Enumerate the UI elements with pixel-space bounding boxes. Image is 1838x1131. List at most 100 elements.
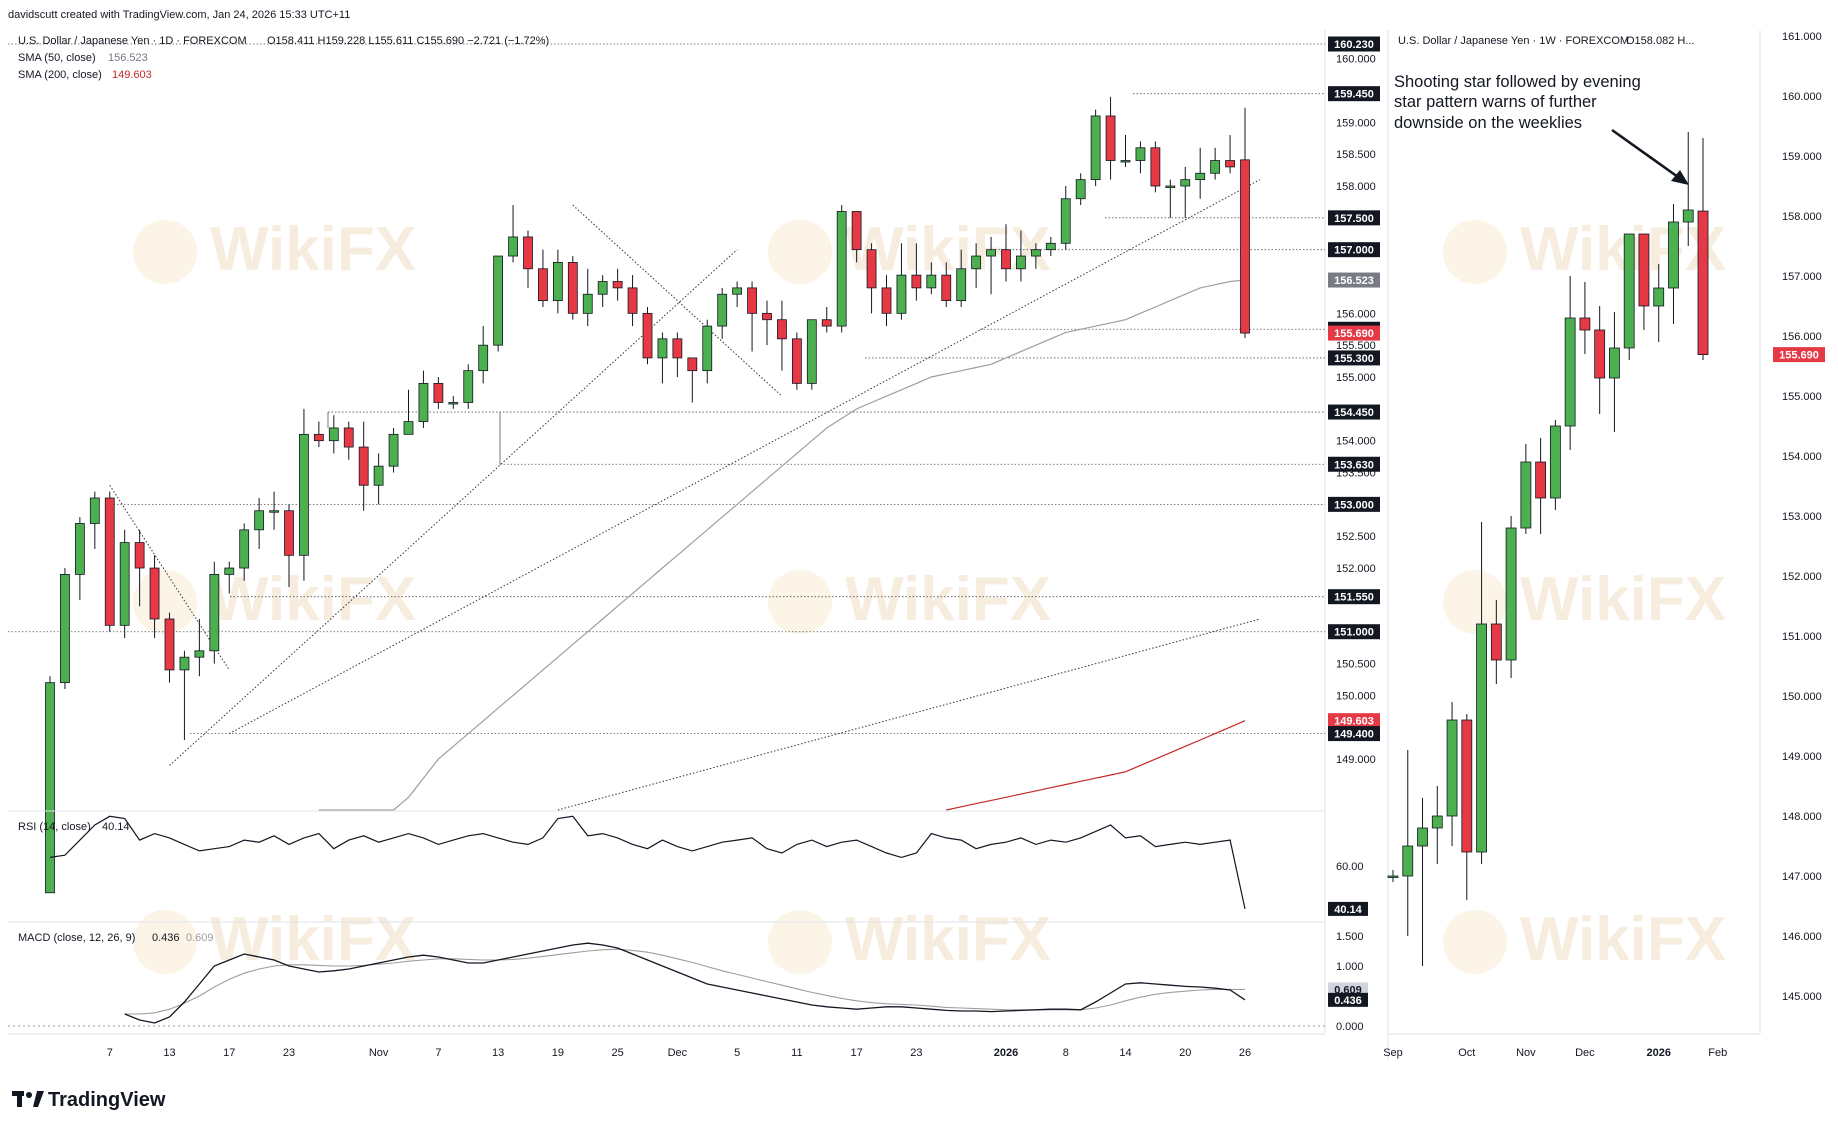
daily-candle bbox=[732, 281, 743, 307]
watermark-logo-4 bbox=[768, 570, 832, 634]
candle-body bbox=[284, 510, 294, 556]
level-tag-text: 151.000 bbox=[1334, 627, 1374, 639]
candle-body bbox=[791, 338, 802, 384]
daily-candle bbox=[702, 319, 713, 384]
watermark-logo-3 bbox=[133, 570, 197, 634]
daily-candle bbox=[881, 275, 892, 327]
candle-body bbox=[89, 497, 100, 524]
candle-body bbox=[1402, 845, 1414, 877]
daily-candle bbox=[254, 498, 265, 549]
candle-body bbox=[1476, 623, 1487, 853]
candle-body bbox=[836, 211, 847, 327]
rsi-value-tag bbox=[1328, 901, 1368, 916]
daily-candle bbox=[762, 300, 772, 346]
daily-candle bbox=[642, 306, 653, 365]
daily-candle bbox=[777, 300, 787, 371]
daily-candle bbox=[1180, 166, 1191, 218]
daily-candle bbox=[687, 357, 698, 403]
candle-body bbox=[1225, 160, 1235, 168]
daily-candle bbox=[433, 377, 444, 409]
daily-candle bbox=[463, 364, 474, 409]
daily-candle bbox=[1165, 179, 1176, 218]
weekly-x-tick: Feb bbox=[1708, 1047, 1727, 1059]
sma200-legend-label: SMA (200, close) bbox=[18, 69, 102, 81]
daily-level-lines bbox=[8, 43, 1325, 734]
daily-trendlines bbox=[109, 179, 1261, 811]
daily-candle bbox=[418, 370, 429, 428]
level-tag bbox=[1328, 272, 1380, 288]
daily-candle bbox=[328, 415, 339, 454]
daily-x-tick: 20 bbox=[1179, 1047, 1191, 1059]
daily-candle bbox=[552, 249, 563, 314]
weekly-price-axis: 145.000 146.000 147.000 148.000 149.000 150.0… bbox=[1759, 30, 1822, 1034]
level-tag-text: 159.450 bbox=[1334, 89, 1374, 101]
daily-candle bbox=[74, 517, 85, 600]
watermark-logo-7 bbox=[768, 910, 832, 974]
daily-level-tags: 160.230159.450157.500157.000156.523155.7… bbox=[1328, 36, 1380, 742]
daily-y-tick: 155.500 bbox=[1336, 340, 1376, 352]
macd-value-tag bbox=[1328, 992, 1368, 1007]
candle-body bbox=[179, 656, 190, 671]
daily-x-tick: 8 bbox=[1063, 1047, 1069, 1059]
candle-body bbox=[1579, 317, 1591, 331]
weekly-y-tick: 153.000 bbox=[1782, 511, 1822, 523]
daily-x-tick: 7 bbox=[435, 1047, 441, 1059]
candle-body bbox=[762, 312, 772, 321]
weekly-candle bbox=[1549, 420, 1561, 510]
daily-y-tick: 152.500 bbox=[1336, 531, 1376, 543]
candle-body bbox=[1180, 179, 1191, 187]
daily-x-tick: 17 bbox=[851, 1047, 863, 1059]
candle-body bbox=[194, 650, 205, 658]
weekly-candle bbox=[1653, 264, 1665, 342]
macd-label: MACD (close, 12, 26, 9) bbox=[18, 932, 135, 944]
daily-x-tick: Dec bbox=[668, 1047, 688, 1059]
daily-x-tick: 26 bbox=[1239, 1047, 1251, 1059]
attribution-text: davidscutt created with TradingView.com,… bbox=[8, 9, 350, 21]
candle-body bbox=[403, 421, 414, 435]
macd-value-label: 0.436 bbox=[152, 932, 180, 944]
candle-body bbox=[732, 287, 743, 295]
daily-candle bbox=[956, 249, 967, 307]
candle-body bbox=[627, 287, 638, 314]
candle-body bbox=[1135, 147, 1146, 161]
candle-body bbox=[612, 281, 623, 289]
candle-body bbox=[552, 262, 563, 302]
level-tag-text: 153.000 bbox=[1334, 499, 1374, 511]
candle-body bbox=[1653, 287, 1665, 307]
candle-body bbox=[1549, 425, 1561, 499]
watermark-logo-5 bbox=[1443, 570, 1507, 634]
daily-candle bbox=[134, 529, 145, 607]
candle-body bbox=[971, 255, 982, 270]
daily-candle bbox=[358, 421, 369, 511]
candle-body bbox=[1431, 815, 1443, 829]
candle-body bbox=[806, 319, 817, 384]
candle-body bbox=[672, 338, 683, 359]
weekly-chart: 145.000 146.000 147.000 148.000 149.000 150.0… bbox=[1383, 30, 1825, 1060]
candle-body bbox=[45, 682, 55, 894]
candle-body bbox=[328, 427, 339, 442]
daily-x-tick: 2026 bbox=[994, 1047, 1018, 1059]
daily-chart: 149.000149.500150.000150.500151.000151.5… bbox=[8, 30, 1380, 1059]
weekly-x-tick: Sep bbox=[1383, 1047, 1403, 1059]
weekly-x-tick: 2026 bbox=[1646, 1047, 1670, 1059]
watermark-text-3: WikiFX bbox=[210, 565, 416, 634]
daily-candle bbox=[866, 243, 877, 314]
daily-x-tick: 5 bbox=[734, 1047, 740, 1059]
daily-candle bbox=[1060, 186, 1071, 250]
candle-body bbox=[1165, 185, 1176, 188]
daily-candle bbox=[194, 618, 205, 677]
daily-candle bbox=[60, 568, 70, 690]
weekly-y-tick: 154.000 bbox=[1782, 451, 1822, 463]
candle-body bbox=[523, 236, 533, 270]
weekly-candle bbox=[1638, 233, 1650, 330]
daily-sma50-line bbox=[318, 279, 1246, 811]
level-tag bbox=[1328, 210, 1380, 226]
daily-y-tick: 159.000 bbox=[1336, 117, 1376, 129]
daily-candle bbox=[179, 650, 190, 740]
level-tag-text: 149.603 bbox=[1334, 716, 1374, 728]
weekly-candle bbox=[1594, 306, 1606, 414]
daily-candle bbox=[1195, 147, 1206, 199]
daily-candle bbox=[523, 230, 533, 288]
candle-body bbox=[1594, 329, 1606, 379]
daily-x-tick: 19 bbox=[552, 1047, 564, 1059]
